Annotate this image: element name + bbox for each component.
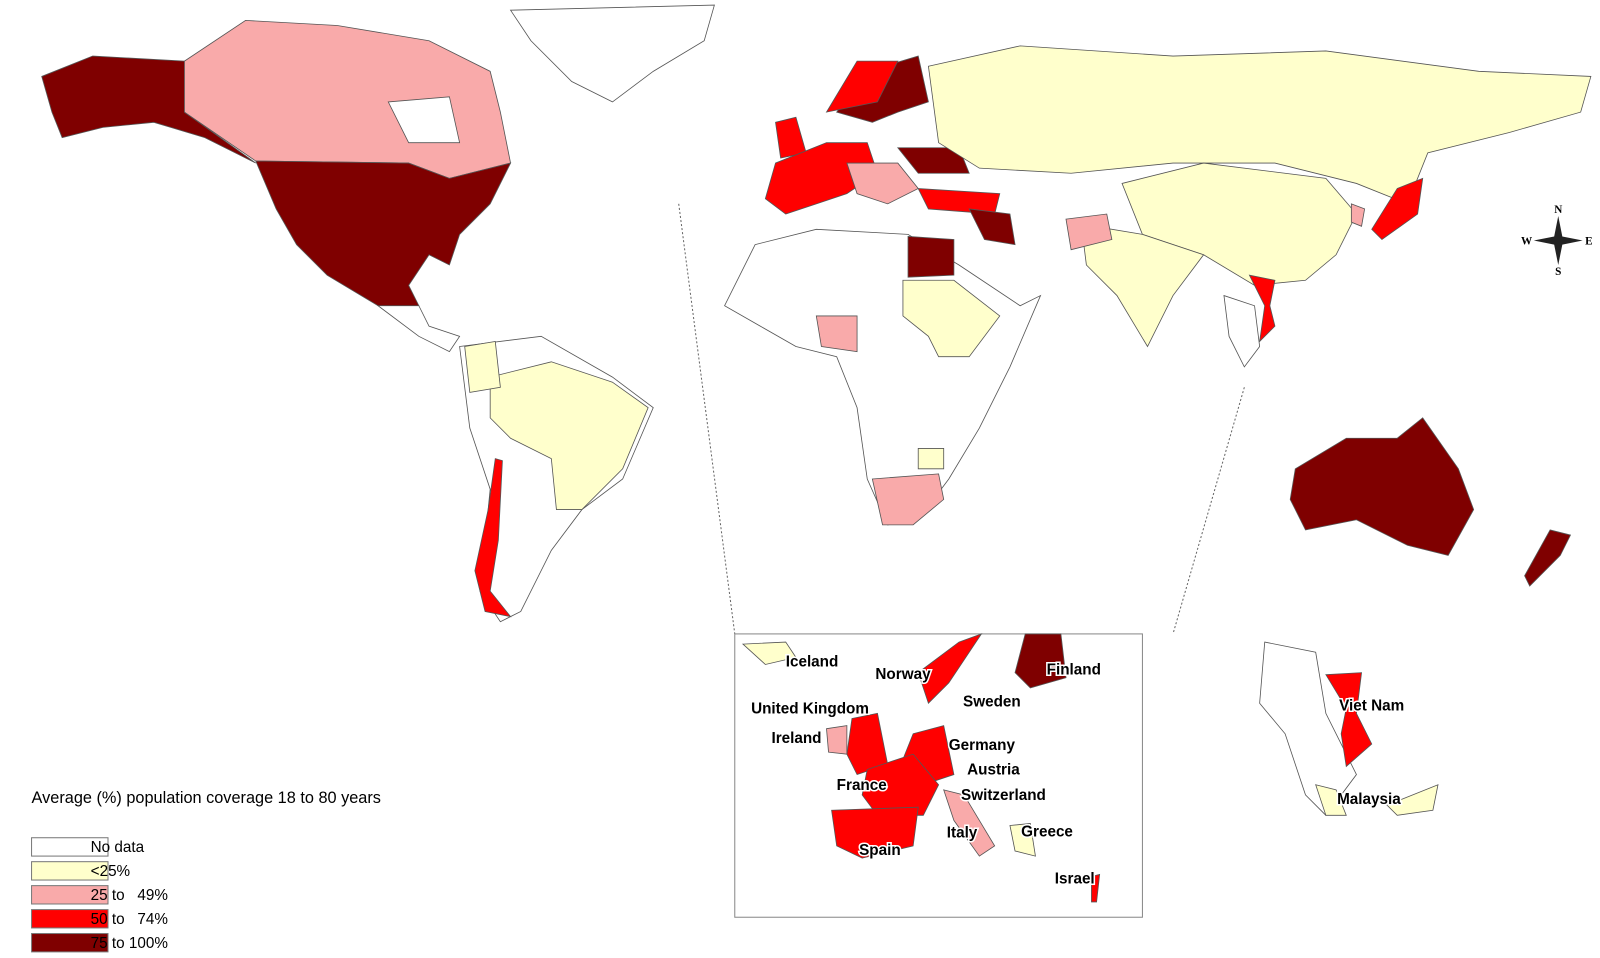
compass: N E S W	[1521, 204, 1593, 278]
legend-swatch	[31, 837, 109, 857]
chile	[474, 458, 512, 618]
nigeria	[815, 315, 858, 353]
country-label: Malaysia	[1337, 791, 1401, 808]
country-label: Ireland	[771, 730, 821, 747]
egypt	[907, 236, 955, 278]
middle-east	[968, 208, 1016, 246]
legend-label: <25%	[91, 863, 131, 880]
asia-inset	[1144, 633, 1600, 918]
spain	[831, 806, 919, 859]
greece	[1009, 823, 1036, 857]
sudan-ethiopia	[902, 279, 1001, 358]
colombia	[464, 340, 501, 393]
south-africa	[871, 473, 945, 526]
zimbabwe	[917, 448, 945, 470]
country-label: Switzerland	[961, 787, 1046, 804]
inset-connector	[678, 203, 736, 634]
alaska	[41, 55, 257, 164]
country-label: Finland	[1047, 662, 1101, 679]
russia	[927, 45, 1592, 205]
country-label: France	[837, 777, 887, 794]
country-label: Sweden	[963, 693, 1021, 710]
ireland	[826, 725, 848, 755]
vietnam	[1248, 274, 1276, 343]
legend-title: Average (%) population coverage 18 to 80…	[32, 789, 381, 807]
country-label: Greece	[1021, 824, 1073, 841]
inset-connector	[1172, 387, 1245, 635]
israel	[1091, 873, 1101, 903]
central-america	[376, 305, 461, 353]
country-label: Italy	[947, 825, 978, 842]
usa	[255, 160, 512, 307]
legend-swatch	[31, 885, 109, 905]
norway	[917, 633, 983, 704]
canada	[184, 19, 512, 179]
country-label: Germany	[949, 737, 1016, 754]
compass-s: S	[1555, 266, 1561, 278]
western-europe	[764, 142, 878, 215]
india	[1080, 223, 1205, 348]
italy	[943, 789, 996, 857]
legend: Average (%) population coverage 18 to 80…	[31, 789, 381, 953]
finland	[1014, 633, 1067, 689]
france	[861, 753, 940, 816]
legend-label: 25 to 49%	[91, 887, 169, 904]
compass-rose	[1533, 216, 1583, 265]
inset-countries	[741, 633, 1439, 903]
countries	[41, 4, 1592, 623]
uk	[775, 116, 807, 159]
korea	[1350, 203, 1366, 227]
country-label: Norway	[875, 666, 931, 683]
inset-labels: Iceland Norway Finland Sweden United Kin…	[750, 652, 1406, 889]
japan	[1371, 177, 1424, 241]
compass-e: E	[1585, 236, 1592, 248]
australia	[1289, 417, 1475, 556]
country-label: Iceland	[786, 654, 839, 671]
iceland	[741, 641, 797, 665]
legend-label: 75 to 100%	[91, 935, 169, 952]
compass-w: W	[1521, 236, 1533, 248]
turkey	[917, 188, 1001, 215]
brazil	[489, 361, 649, 510]
greenland	[509, 4, 715, 103]
southeast-asia	[1223, 294, 1261, 368]
malaysia	[1315, 784, 1347, 816]
hudson-bay	[387, 96, 461, 144]
country-label: United Kingdom	[751, 700, 869, 717]
norway-sweden	[825, 60, 899, 113]
ukraine	[896, 147, 970, 174]
italy-balkans	[846, 162, 919, 205]
legend-swatch	[31, 933, 109, 953]
legend-swatch	[31, 909, 109, 929]
legend-label: No data	[91, 839, 145, 856]
new-zealand	[1524, 529, 1572, 587]
afghanistan	[1065, 213, 1113, 251]
country-label: Israel	[1055, 871, 1095, 888]
legend-swatch	[31, 861, 109, 881]
legend-label: 50 to 74%	[91, 911, 169, 928]
country-label: Viet Nam	[1339, 697, 1404, 714]
vietnam	[1325, 672, 1373, 768]
country-label: Spain	[859, 842, 901, 859]
compass-n: N	[1554, 204, 1562, 216]
country-label: Austria	[967, 762, 1020, 779]
malaysia-east	[1386, 784, 1439, 816]
